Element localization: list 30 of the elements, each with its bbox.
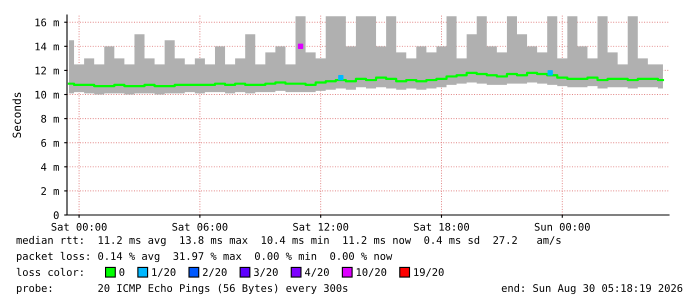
point bbox=[338, 74, 344, 80]
legend-label: 0 bbox=[119, 268, 124, 276]
y-tick-label: 10 m bbox=[36, 90, 59, 99]
text: end: Sun Aug 30 05:18:19 2026 bbox=[502, 284, 682, 294]
y-tick-label: 0 bbox=[54, 211, 59, 220]
y-tick-label: 2 m bbox=[41, 187, 59, 195]
y-tick-label: 14 m bbox=[36, 42, 59, 50]
text: median rtt: 11.2 ms avg 13.8 ms max 10.4 ms min 11.2 ms now 0.4 ms sd 27.2 am/s bbox=[16, 236, 561, 246]
legend-label: 2/20 bbox=[202, 268, 227, 277]
text: probe: 20 ICMP Echo Pings (56 Bytes) every 300s bbox=[16, 284, 348, 294]
x-tick-label: Sat 18:00 bbox=[414, 222, 470, 231]
y-tick-label: 16 m bbox=[36, 18, 59, 26]
y-axis-title: Seconds bbox=[12, 92, 22, 138]
y-tick-label: 4 m bbox=[41, 163, 59, 171]
x-tick-label: Sat 12:00 bbox=[293, 222, 348, 231]
point bbox=[298, 44, 304, 49]
x-tick-label: Sun 00:00 bbox=[534, 222, 590, 231]
text: packet loss: 0.14 % avg 31.97 % max 0.00 % min 0.00 % now bbox=[16, 252, 392, 262]
legend-label: 1/20 bbox=[152, 268, 176, 277]
legend-title: loss color: bbox=[16, 268, 82, 276]
x-tick-label: Sat 00:00 bbox=[52, 222, 107, 231]
y-tick-label: 8 m bbox=[41, 114, 59, 123]
x-tick-label: Sat 06:00 bbox=[172, 222, 228, 231]
legend-label: 4/20 bbox=[304, 268, 329, 277]
y-tick-label: 6 m bbox=[41, 138, 59, 147]
legend-label: 10/20 bbox=[356, 268, 386, 277]
legend-label: 19/20 bbox=[414, 268, 444, 277]
point bbox=[548, 70, 553, 76]
legend-label: 3/20 bbox=[254, 268, 278, 277]
y-tick-label: 12 m bbox=[36, 66, 59, 74]
